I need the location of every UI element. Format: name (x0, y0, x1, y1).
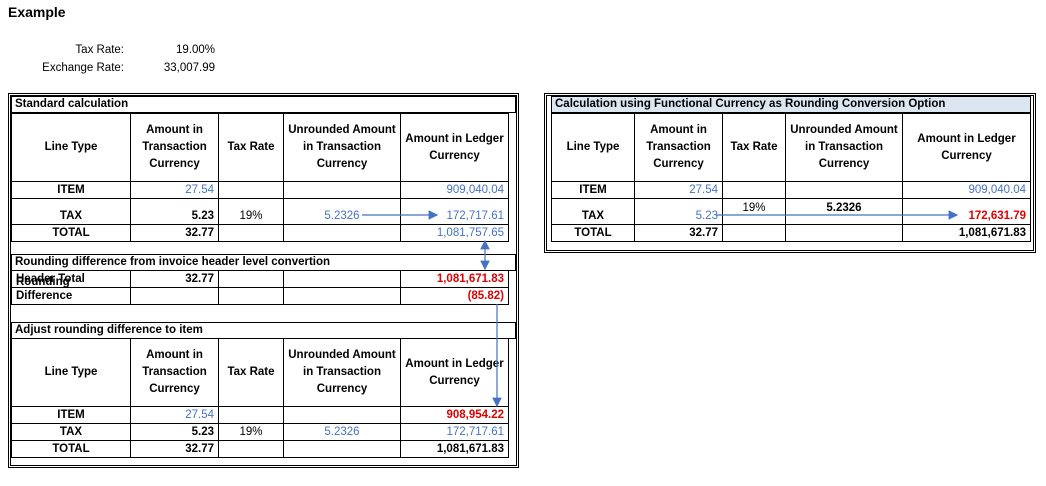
table-cell: 1,081,671.83 (400, 270, 509, 288)
table-cell: 5.2326 (283, 198, 401, 225)
parameter-label: Tax Rate: (75, 44, 124, 56)
table-cell: 32.77 (130, 440, 219, 458)
table-cell: 1,081,671.83 (902, 224, 1031, 242)
column-header: Amount in Transaction Currency (634, 113, 723, 182)
column-header: Tax Rate (722, 113, 786, 182)
section-title: Adjust rounding difference to item (11, 322, 516, 339)
column-header: Amount in Transaction Currency (130, 113, 219, 182)
table-cell: 27.54 (130, 406, 219, 424)
column-header: Line Type (11, 113, 131, 182)
table-cell: (85.82) (400, 287, 509, 305)
column-header: Unrounded Amount in Transaction Currency (283, 338, 401, 407)
column-header: Amount in Ledger Currency (400, 113, 509, 182)
table-cell: TOTAL (11, 440, 131, 458)
column-header: Tax Rate (218, 113, 284, 182)
table-cell: 32.77 (634, 224, 723, 242)
table-cell: 32.77 (130, 224, 219, 242)
column-header: Tax Rate (218, 338, 284, 407)
table-cell: 5.23 (634, 198, 723, 225)
parameter-value: 33,007.99 (163, 62, 215, 74)
column-header: Line Type (551, 113, 635, 182)
table-cell: 5.2326 (785, 198, 903, 225)
table-cell: 1,081,671.83 (400, 440, 509, 458)
table-cell: 909,040.04 (400, 181, 509, 199)
section-title: Standard calculation (11, 96, 516, 113)
table-cell: 172,631.79 (902, 198, 1031, 225)
column-header: Amount in Transaction Currency (130, 338, 219, 407)
column-header: Line Type (11, 338, 131, 407)
page-title: Example (8, 4, 66, 20)
table-cell: TOTAL (551, 224, 635, 242)
table-cell: TAX (551, 198, 635, 225)
table-cell: 32.77 (130, 270, 219, 288)
table-cell: 172,717.61 (400, 198, 509, 225)
table-cell: Header Total (11, 270, 131, 288)
column-header: Amount in Ledger Currency (400, 338, 509, 407)
right-frame (544, 93, 1036, 253)
parameter-value: 19.00% (175, 44, 215, 56)
table-cell: 172,717.61 (400, 423, 509, 441)
table-cell: 5.23 (130, 423, 219, 441)
table-cell: 27.54 (634, 181, 723, 199)
column-header: Amount in Ledger Currency (902, 113, 1031, 182)
table-cell: TOTAL (11, 224, 131, 242)
left-frame (8, 93, 519, 468)
table-cell: 19% (722, 198, 786, 225)
table-cell: 1,081,757.65 (400, 224, 509, 242)
parameter-label: Exchange Rate: (42, 62, 124, 74)
section-title: Calculation using Functional Currency as… (551, 96, 1031, 113)
